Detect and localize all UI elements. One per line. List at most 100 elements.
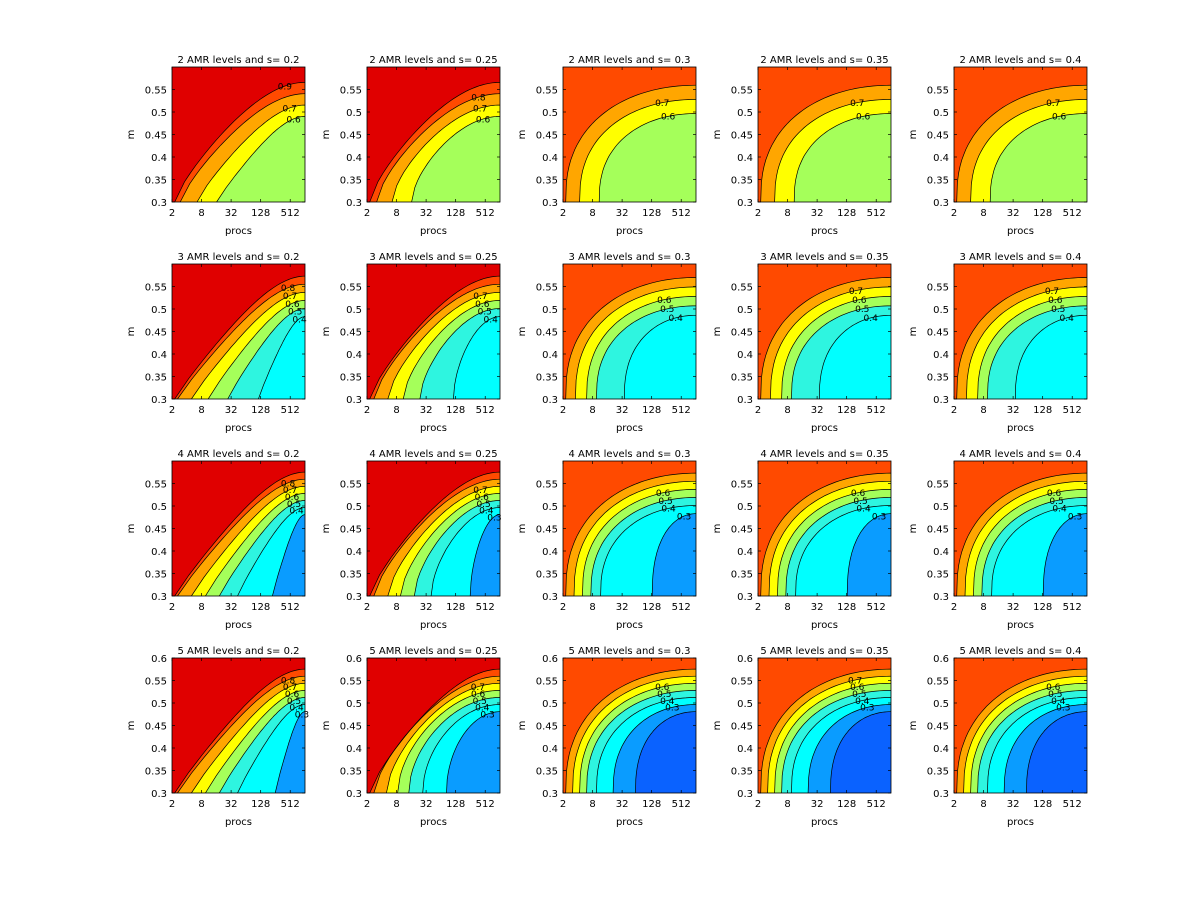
x-tick-label: 128 <box>837 602 856 613</box>
y-tick-label: 0.5 <box>933 699 949 710</box>
x-tick-label: 512 <box>1063 799 1082 810</box>
contour-label: 0.7 <box>473 486 487 496</box>
subplot-title: 5 AMR levels and s= 0.4 <box>960 646 1082 657</box>
x-tick-label: 128 <box>837 799 856 810</box>
y-tick-label: 0.55 <box>927 480 949 491</box>
x-axis-label: procs <box>616 423 643 434</box>
contour-line-0.6 <box>400 493 500 596</box>
contour-line-0.4 <box>818 314 891 399</box>
subplot-2-5: 0.70.60.50.43 AMR levels and s= 0.42 8 32 1… <box>908 252 1088 434</box>
contour-line-0.8 <box>373 283 500 399</box>
y-axis-label: m <box>321 130 332 140</box>
x-tick-label: 512 <box>867 602 886 613</box>
contour-label: 0.6 <box>285 300 300 310</box>
contour-label: 0.5 <box>1048 690 1062 700</box>
y-axis-label: m <box>908 721 919 731</box>
contour-line-0.4 <box>795 505 891 596</box>
x-tick-label: 2 <box>951 602 957 613</box>
y-axis-label: m <box>712 524 723 534</box>
y-tick-label: 0.45 <box>340 328 362 339</box>
x-tick-label: 32 <box>420 208 433 219</box>
x-tick-label: 128 <box>251 208 270 219</box>
contour-line-0.8 <box>565 277 696 399</box>
contour-label: 0.4 <box>475 704 490 714</box>
contour-line-0.6 <box>582 489 696 596</box>
contour-label: 0.3 <box>1068 512 1082 522</box>
y-tick-label: 0.45 <box>927 131 949 142</box>
y-tick-label: 0.3 <box>737 198 753 209</box>
y-tick-label: 0.55 <box>536 283 558 294</box>
subplot-1-4: 0.7 0.6 2 AMR levels and s= 0.35 2 8 32 128 512… <box>712 55 892 237</box>
y-tick-label: 0.4 <box>346 547 362 558</box>
contour-label: 0.3 <box>1056 704 1070 714</box>
subplot-title: 2 AMR levels and s= 0.2 <box>178 55 300 66</box>
y-tick-label: 0.55 <box>340 480 362 491</box>
x-tick-label: 32 <box>225 405 238 416</box>
subplot-title: 4 AMR levels and s= 0.25 <box>369 449 497 460</box>
contour-line-0.6 <box>989 113 1087 202</box>
y-tick-label: 0.35 <box>145 176 167 187</box>
contour-line-0.4 <box>422 704 500 793</box>
y-tick-label: 0.3 <box>542 592 558 603</box>
y-tick-label: 0.4 <box>346 744 362 755</box>
x-tick-label: 32 <box>811 799 824 810</box>
contour-label: 0.9 <box>278 83 293 93</box>
contour-line-0.6 <box>970 682 1087 793</box>
x-tick-label: 32 <box>225 208 238 219</box>
contour-line-0.5 <box>791 305 891 399</box>
y-tick-label: 0.4 <box>737 350 753 361</box>
y-tick-label: 0.35 <box>731 373 753 384</box>
contour-label: 0.7 <box>1045 287 1059 297</box>
y-tick-label: 0.35 <box>536 570 558 581</box>
y-tick-label: 0.5 <box>933 108 949 119</box>
x-axis-label: procs <box>811 620 838 631</box>
region-0.9 <box>954 658 1087 793</box>
x-tick-label: 128 <box>837 405 856 416</box>
x-axis-label: procs <box>811 226 838 237</box>
y-tick-label: 0.5 <box>346 305 362 316</box>
y-tick-label: 0.4 <box>933 547 949 558</box>
y-tick-label: 0.5 <box>346 502 362 513</box>
y-tick-label: 0.3 <box>542 789 558 800</box>
y-tick-label: 0.3 <box>346 198 362 209</box>
contour-line-0.7 <box>391 104 500 202</box>
x-tick-label: 8 <box>980 602 986 613</box>
contour-label: 0.7 <box>1046 99 1060 109</box>
subplot-title: 4 AMR levels and s= 0.35 <box>760 449 888 460</box>
y-tick-label: 0.45 <box>340 722 362 733</box>
x-tick-label: 512 <box>476 405 495 416</box>
y-tick-label: 0.4 <box>151 547 167 558</box>
x-tick-label: 8 <box>198 208 204 219</box>
region-0.9 <box>563 264 696 399</box>
contour-label: 0.7 <box>283 292 297 302</box>
contour-label: 0.6 <box>475 300 490 310</box>
contour-line-0.4 <box>237 704 305 793</box>
region-1.0 <box>172 461 305 596</box>
y-tick-label: 0.4 <box>933 744 949 755</box>
x-tick-label: 512 <box>672 799 691 810</box>
subplot-title: 3 AMR levels and s= 0.3 <box>569 252 691 263</box>
x-tick-label: 32 <box>1007 405 1020 416</box>
contour-label: 0.4 <box>1059 314 1074 324</box>
x-tick-label: 128 <box>642 602 661 613</box>
y-tick-label: 0.6 <box>151 654 167 665</box>
y-tick-label: 0.35 <box>536 767 558 778</box>
region-1.0 <box>367 67 500 202</box>
x-tick-label: 8 <box>393 405 399 416</box>
contour-line-0.8 <box>565 84 696 202</box>
y-tick-label: 0.3 <box>151 592 167 603</box>
contour-line-0.6 <box>781 296 891 399</box>
y-tick-label: 0.5 <box>737 699 753 710</box>
contour-label: 0.7 <box>473 104 487 114</box>
y-tick-label: 0.4 <box>151 153 167 164</box>
subplot-1-2: 0.80.70.6 2 AMR levels and s= 0.25 2 8 32 128… <box>321 55 501 237</box>
y-axis-label: m <box>712 130 723 140</box>
y-tick-label: 0.55 <box>340 283 362 294</box>
x-tick-label: 32 <box>811 208 824 219</box>
y-tick-label: 0.35 <box>340 570 362 581</box>
x-tick-label: 128 <box>642 208 661 219</box>
subplot-2-1: 0.80.70.60.50.43 AMR levels and s= 0.22 8… <box>126 252 307 434</box>
subplot-4-5: 0.60.50.40.35 AMR levels and s= 0.42 8 32 1… <box>908 646 1088 828</box>
contour-label: 0.3 <box>480 710 494 720</box>
y-tick-label: 0.5 <box>151 699 167 710</box>
